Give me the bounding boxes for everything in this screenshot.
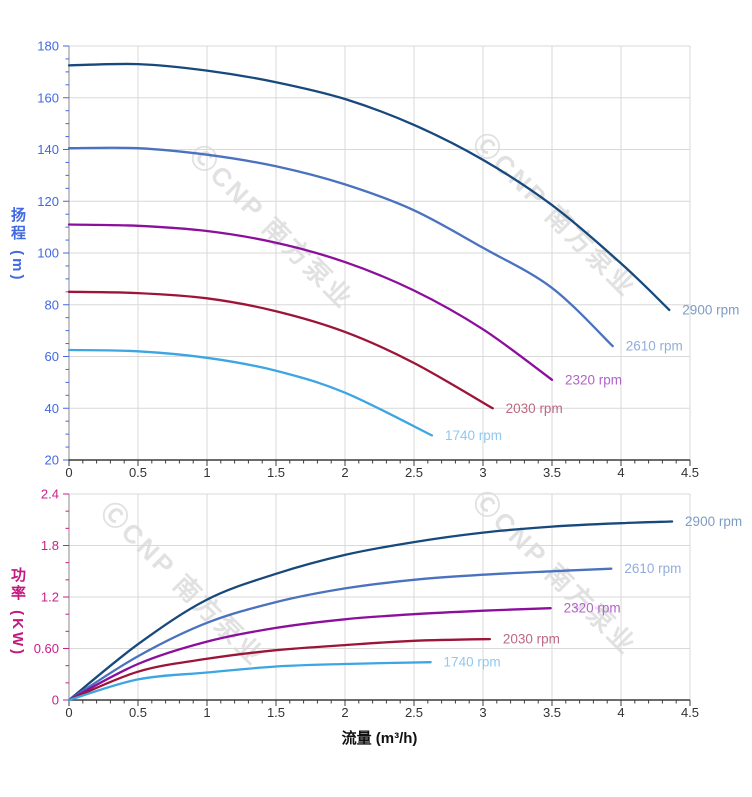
- x-tick-label: 2.5: [405, 465, 423, 480]
- y-tick-label: 80: [45, 297, 59, 312]
- x-tick-labels-power: 0 0.5 1 1.5 2 2.5 3 3.5 4 4.5: [65, 705, 699, 720]
- x-tick-label: 1.5: [267, 705, 285, 720]
- y-tick-label: 20: [45, 453, 59, 468]
- x-tick-label: 4.5: [681, 465, 699, 480]
- chart-head: 0 0.5 1 1.5 2 2.5 3 3.5 4 4.5 20 40 60 80 100 120 140 160…: [37, 39, 739, 481]
- y-tick-label: 40: [45, 401, 59, 416]
- x-tick-label: 0: [65, 465, 72, 480]
- x-tick-label: 1: [203, 465, 210, 480]
- x-ticks-head: [68, 460, 691, 466]
- series-label-1740-rpm: 1740 rpm: [445, 428, 502, 443]
- x-tick-label: 2: [341, 705, 348, 720]
- x-tick-label: 1: [203, 705, 210, 720]
- series-label-2030-rpm: 2030 rpm: [503, 632, 560, 647]
- y-tick-label: 120: [37, 194, 59, 209]
- y-tick-label: 60: [45, 349, 59, 364]
- x-tick-label: 3.5: [543, 705, 561, 720]
- y-tick-label: 1.8: [41, 538, 59, 553]
- power-axis-title: 功率 (KW): [9, 567, 26, 658]
- x-tick-labels-head: 0 0.5 1 1.5 2 2.5 3 3.5 4 4.5: [65, 465, 699, 480]
- y-ticks-head: [63, 45, 69, 461]
- curve-1740-rpm: [67, 348, 434, 437]
- curve-1740-rpm: [67, 661, 432, 702]
- x-tick-label: 4: [617, 465, 624, 480]
- curve-2030-rpm: [67, 637, 492, 702]
- y-tick-labels-power: 0 0.60 1.2 1.8 2.4: [34, 487, 59, 708]
- curve-2900-rpm: [67, 520, 674, 702]
- y-tick-labels-head: 20 40 60 80 100 120 140 160 180: [37, 39, 59, 468]
- series-label-2320-rpm: 2320 rpm: [565, 372, 622, 387]
- series-label-2030-rpm: 2030 rpm: [506, 401, 563, 416]
- x-tick-label: 4: [617, 705, 624, 720]
- y-tick-label: 140: [37, 142, 59, 157]
- series-label-2900-rpm: 2900 rpm: [682, 302, 739, 317]
- y-tick-label: 0: [52, 693, 59, 708]
- y-tick-label: 0.60: [34, 641, 59, 656]
- flow-axis-title: 流量 (m³/h): [341, 730, 418, 747]
- y-tick-label: 2.4: [41, 487, 59, 502]
- curve-2320-rpm: [67, 223, 554, 381]
- series-label-1740-rpm: 1740 rpm: [444, 655, 501, 670]
- y-ticks-power: [63, 493, 69, 701]
- series-label-2610-rpm: 2610 rpm: [624, 561, 681, 576]
- series-label-2320-rpm: 2320 rpm: [564, 601, 621, 616]
- head-axis-title: 扬程 (m): [9, 207, 26, 283]
- x-tick-label: 0: [65, 705, 72, 720]
- curve-2320-rpm: [67, 607, 552, 702]
- x-tick-label: 3.5: [543, 465, 561, 480]
- curve-2610-rpm: [67, 567, 613, 702]
- x-tick-label: 2: [341, 465, 348, 480]
- y-tick-label: 100: [37, 246, 59, 261]
- x-tick-label: 2.5: [405, 705, 423, 720]
- y-tick-label: 180: [37, 39, 59, 54]
- chart-power: 0 0.5 1 1.5 2 2.5 3 3.5 4 4.5 0 0.60 1.2 1.8 2.4 2900 r…: [34, 487, 742, 721]
- x-tick-label: 3: [479, 465, 486, 480]
- x-tick-label: 0.5: [129, 465, 147, 480]
- x-ticks-power: [68, 700, 691, 706]
- curve-2030-rpm: [67, 290, 494, 410]
- x-tick-label: 3: [479, 705, 486, 720]
- series-label-2610-rpm: 2610 rpm: [626, 339, 683, 354]
- x-tick-label: 1.5: [267, 465, 285, 480]
- gridlines-head: [69, 45, 691, 460]
- curve-2900-rpm: [67, 62, 671, 312]
- y-tick-label: 1.2: [41, 590, 59, 605]
- x-tick-label: 0.5: [129, 705, 147, 720]
- series-label-2900-rpm: 2900 rpm: [685, 514, 742, 529]
- y-tick-label: 160: [37, 90, 59, 105]
- x-tick-label: 4.5: [681, 705, 699, 720]
- curve-2610-rpm: [67, 146, 614, 348]
